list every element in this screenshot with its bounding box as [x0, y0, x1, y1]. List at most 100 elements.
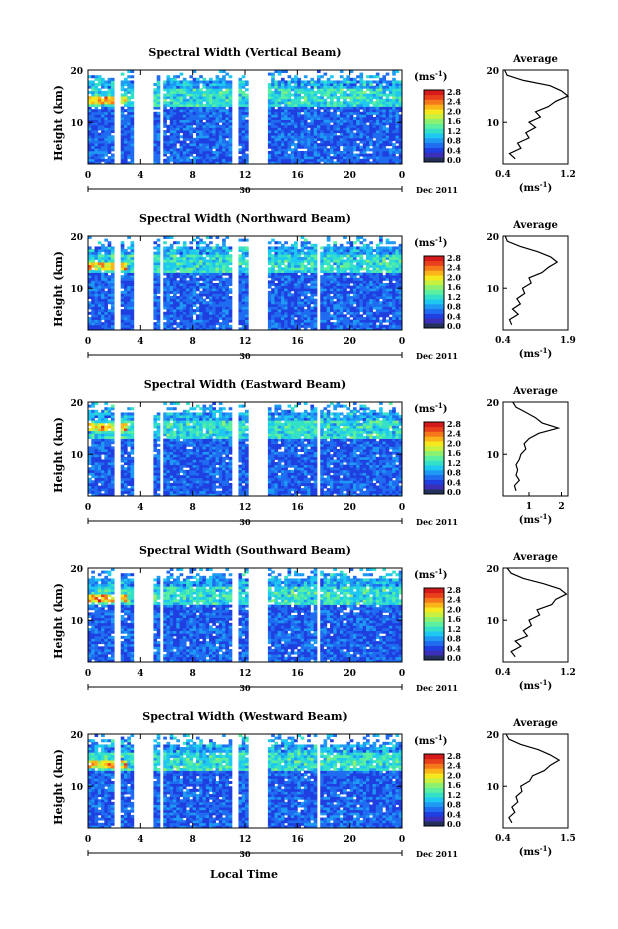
heatmap-cell: [173, 322, 177, 326]
heatmap-cell: [310, 283, 315, 287]
heatmap-cell: [379, 111, 383, 115]
heatmap-cell: [192, 145, 197, 149]
heatmap-cell: [120, 259, 125, 263]
heatmap-cell: [382, 124, 387, 128]
heatmap-cell: [375, 109, 380, 113]
heatmap-cell: [359, 153, 364, 157]
heatmap-cell: [316, 127, 321, 131]
heatmap-cell: [362, 309, 367, 313]
heatmap-cell: [123, 77, 128, 81]
heatmap-cell: [369, 93, 373, 97]
heatmap-cell: [388, 137, 393, 141]
heatmap-cell: [369, 122, 373, 126]
heatmap-cell: [316, 148, 321, 152]
heatmap-cell: [385, 314, 390, 318]
heatmap-cell: [94, 161, 99, 165]
heatmap-cell: [362, 127, 367, 131]
heatmap-cell: [379, 269, 383, 273]
heatmap-cell: [320, 153, 324, 157]
heatmap-cell: [166, 269, 171, 273]
heatmap-cell: [166, 301, 171, 305]
heatmap-cell: [169, 85, 174, 89]
heatmap-cell: [336, 314, 341, 318]
heatmap-cell: [326, 298, 331, 302]
heatmap-cell: [349, 127, 354, 131]
heatmap-cell: [280, 262, 285, 266]
heatmap-cell: [156, 296, 161, 300]
heatmap-cell: [104, 101, 109, 105]
heatmap-cell: [228, 158, 233, 162]
heatmap-cell: [297, 77, 302, 81]
heatmap-cell: [346, 309, 351, 313]
heatmap-cell: [366, 101, 370, 105]
heatmap-cell: [101, 283, 105, 287]
heatmap-cell: [127, 101, 131, 105]
heatmap-cell: [375, 256, 380, 260]
heatmap-cell: [182, 296, 187, 300]
heatmap-cell: [323, 111, 328, 115]
heatmap-cell: [284, 137, 288, 141]
heatmap-cell: [320, 127, 324, 131]
heatmap-cell: [97, 277, 102, 281]
heatmap-cell: [120, 262, 125, 266]
heatmap-cell: [271, 93, 275, 97]
heatmap-cell: [392, 254, 396, 258]
heatmap-cell: [375, 254, 380, 258]
heatmap-cell: [218, 314, 223, 318]
heatmap-cell: [398, 103, 403, 107]
heatmap-cell: [97, 90, 102, 94]
heatmap-cell: [294, 283, 298, 287]
heatmap-cell: [369, 114, 373, 118]
heatmap-cell: [366, 316, 370, 320]
heatmap-cell: [238, 327, 243, 331]
heatmap-cell: [330, 272, 334, 276]
heatmap-cell: [287, 148, 292, 152]
heatmap-cell: [212, 275, 216, 279]
heatmap-cell: [192, 137, 197, 141]
heatmap-cell: [313, 243, 318, 247]
heatmap-cell: [280, 119, 285, 123]
heatmap-cell: [297, 127, 302, 131]
heatmap-cell: [326, 122, 331, 126]
heatmap-cell: [395, 311, 400, 315]
heatmap-cell: [287, 111, 292, 115]
heatmap-cell: [284, 249, 288, 253]
heatmap-cell: [379, 314, 383, 318]
heatmap-cell: [392, 298, 396, 302]
heatmap-cell: [166, 280, 171, 284]
heatmap-cell: [297, 275, 302, 279]
heatmap-cell: [209, 140, 213, 144]
heatmap-cell: [192, 90, 197, 94]
heatmap-cell: [222, 85, 226, 89]
heatmap-cell: [336, 306, 341, 310]
heatmap-cell: [300, 130, 305, 134]
heatmap-cell: [346, 319, 351, 323]
heatmap-cell: [307, 298, 311, 302]
heatmap-cell: [166, 103, 171, 107]
heatmap-cell: [169, 150, 174, 154]
heatmap-cell: [343, 114, 347, 118]
heatmap-cell: [320, 256, 324, 260]
heatmap-cell: [379, 264, 383, 268]
heatmap-cell: [379, 122, 383, 126]
heatmap-cell: [91, 277, 95, 281]
heatmap-cell: [274, 98, 279, 102]
heatmap-cell: [166, 290, 171, 294]
heatmap-cell: [362, 311, 367, 315]
heatmap-cell: [362, 298, 367, 302]
heatmap-cell: [107, 262, 112, 266]
heatmap-cell: [166, 75, 171, 79]
heatmap-cell: [218, 249, 223, 253]
heatmap-cell: [101, 267, 105, 271]
heatmap-cell: [395, 96, 400, 100]
heatmap-cell: [123, 137, 128, 141]
heatmap-cell: [163, 101, 167, 105]
heatmap-cell: [375, 324, 380, 328]
heatmap-cell: [169, 158, 174, 162]
heatmap-cell: [225, 132, 230, 136]
heatmap-cell: [156, 249, 161, 253]
heatmap-cell: [294, 150, 298, 154]
heatmap-cell: [320, 293, 324, 297]
heatmap-cell: [241, 103, 246, 107]
